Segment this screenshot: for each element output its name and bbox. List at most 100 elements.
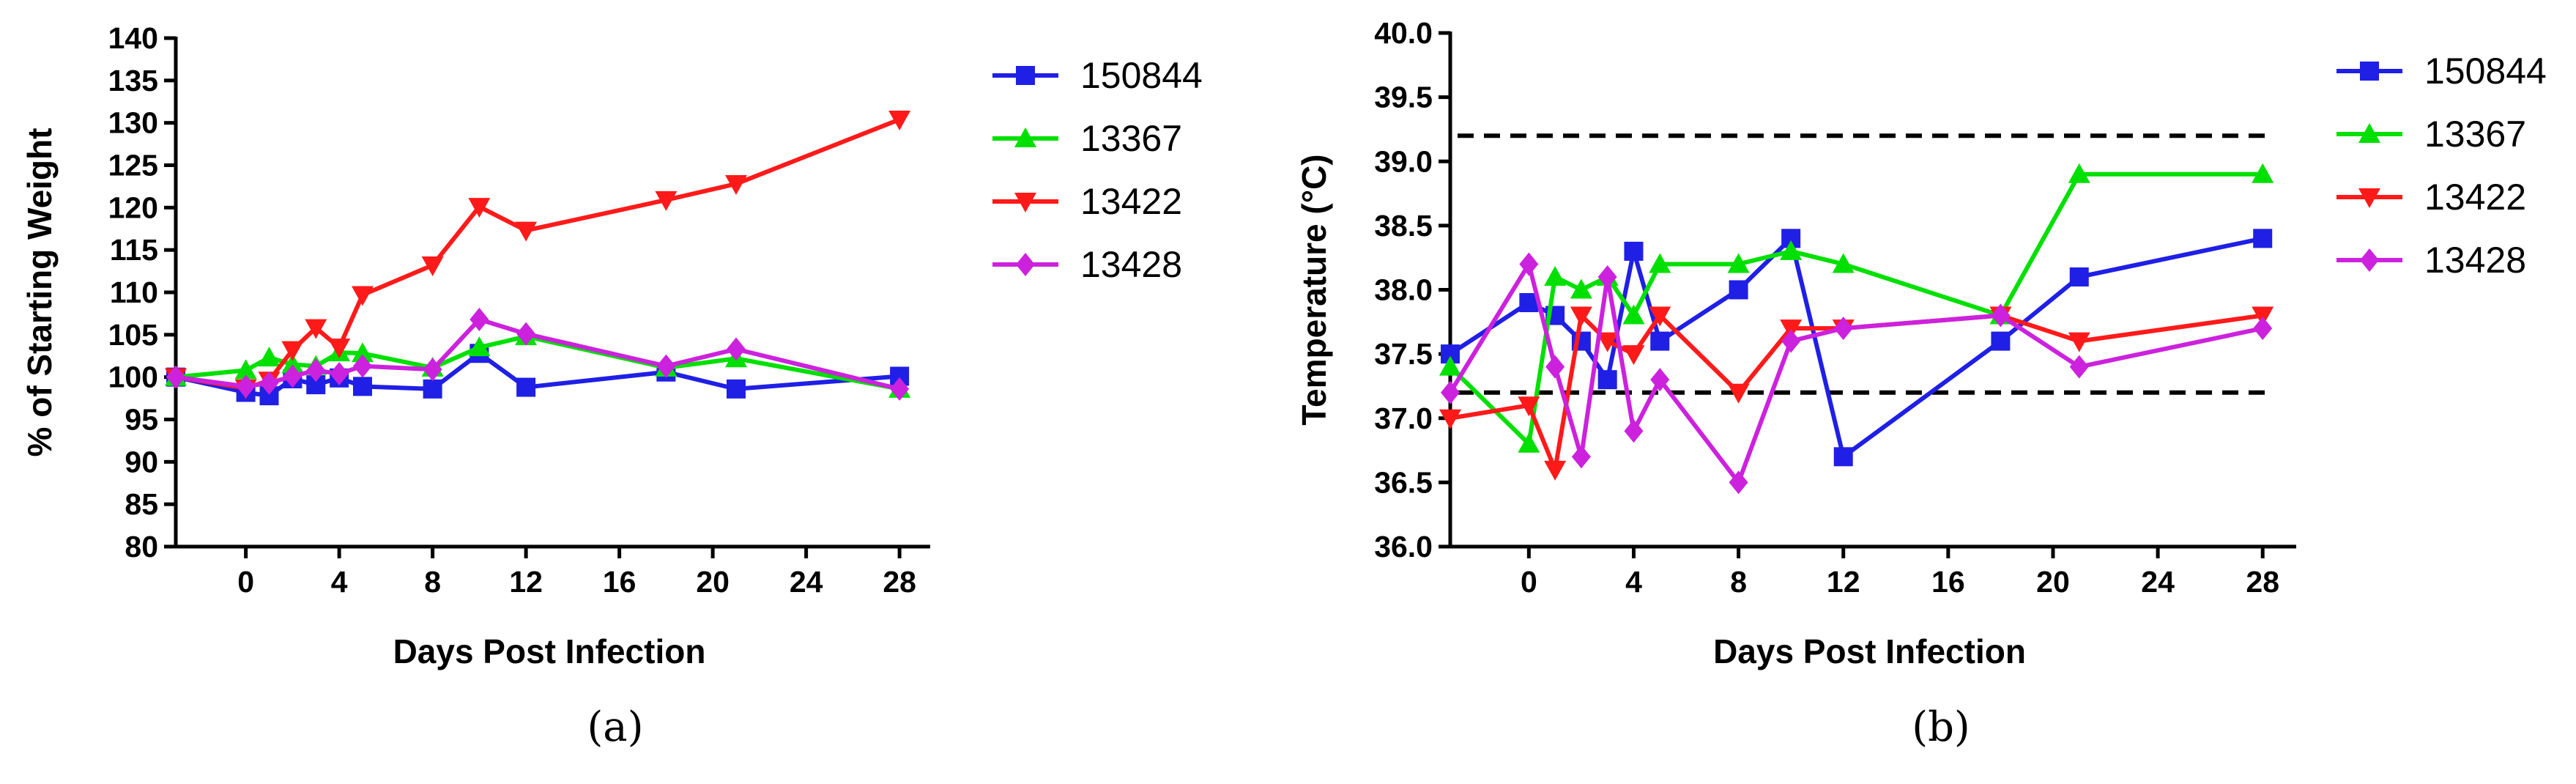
y-axis-title-a: % of Starting Weight — [21, 128, 59, 457]
data-point-13428-a — [469, 308, 489, 332]
data-point-13367-b — [1832, 253, 1855, 273]
x-tick-label-b: 16 — [1931, 565, 1965, 599]
data-point-13428-a — [890, 377, 910, 401]
y-tick-label-a: 125 — [108, 149, 158, 182]
data-point-13428-a — [727, 337, 746, 361]
data-point-150844-a — [353, 377, 372, 396]
data-point-13422-a — [421, 256, 444, 276]
legend-marker-13428-b — [2360, 248, 2379, 272]
data-point-13422-a — [515, 221, 538, 242]
y-tick-label-b: 39.0 — [1374, 144, 1433, 178]
data-point-13367-a — [468, 336, 491, 357]
data-point-13422-a — [305, 319, 327, 339]
x-tick-label-a: 4 — [331, 565, 348, 599]
y-tick-label-a: 130 — [108, 106, 158, 140]
legend-marker-13367-a — [1014, 127, 1036, 147]
data-point-13428-b — [2069, 355, 2089, 379]
data-point-13428-a — [353, 354, 372, 378]
x-tick-label-a: 20 — [696, 565, 730, 599]
data-point-13428-b — [1781, 329, 1801, 353]
data-point-13428-a — [330, 362, 349, 386]
data-point-13367-b — [1622, 304, 1645, 325]
data-point-13422-a — [352, 286, 374, 306]
data-point-13428-b — [2253, 317, 2273, 341]
data-point-13428-b — [1624, 419, 1644, 443]
data-point-13428-a — [423, 358, 442, 382]
data-point-13367-b — [2068, 163, 2090, 183]
legend-marker-150844-b — [2360, 62, 2379, 81]
x-tick-label-b: 12 — [1827, 565, 1860, 599]
data-point-150844-b — [2253, 229, 2273, 248]
x-tick-label-a: 16 — [603, 565, 636, 599]
legend-label-150844-a: 150844 — [1080, 55, 1203, 96]
data-point-13422-a — [281, 341, 304, 361]
y-tick-label-a: 100 — [108, 360, 158, 394]
data-point-13428-a — [236, 374, 256, 399]
chart-panel-a: 80 85 90 95 100 105 110 115 120 125 130 135 140 0 4 8 12… — [21, 21, 1203, 670]
data-point-13428-b — [1597, 265, 1617, 289]
data-point-13428-a — [516, 322, 536, 346]
y-tick-label-b: 36.5 — [1374, 465, 1433, 499]
y-tick-label-b: 37.0 — [1374, 402, 1433, 435]
legend-marker-13422-a — [1014, 193, 1036, 212]
legend-marker-13367-b — [2358, 123, 2380, 143]
data-point-150844-b — [1991, 331, 2011, 351]
data-point-13367-b — [1544, 265, 1567, 286]
y-tick-label-a: 110 — [110, 275, 158, 309]
series-line-13428-a — [175, 317, 900, 391]
x-tick-label-b: 4 — [1625, 565, 1642, 599]
data-point-150844-b — [2069, 267, 2089, 286]
data-point-13367-a — [258, 347, 281, 367]
y-tick-label-a: 140 — [108, 21, 158, 55]
data-point-13428-a — [283, 364, 302, 388]
y-tick-label-a: 115 — [110, 233, 158, 267]
y-tick-label-b: 39.5 — [1374, 81, 1433, 114]
data-point-150844-a — [423, 379, 442, 399]
y-tick-label-a: 85 — [125, 487, 158, 521]
x-tick-label-b: 20 — [2036, 565, 2070, 599]
y-tick-label-b: 40.0 — [1374, 16, 1433, 50]
data-point-13422-b — [1727, 383, 1750, 404]
data-point-13367-b — [1518, 432, 1540, 453]
y-tick-label-b: 36.0 — [1374, 530, 1433, 563]
legend-label-13428-b: 13428 — [2424, 240, 2526, 281]
x-tick-label-a: 28 — [883, 565, 916, 599]
data-point-13428-b — [1833, 317, 1853, 341]
x-tick-label-b: 0 — [1521, 565, 1537, 599]
data-point-13367-b — [1439, 355, 1461, 376]
data-point-13422-a — [725, 174, 747, 195]
data-point-13428-a — [166, 365, 185, 389]
legend-label-13367-b: 13367 — [2424, 114, 2526, 155]
data-point-150844-b — [1597, 370, 1617, 390]
data-point-150844-b — [1729, 280, 1748, 300]
series-line-13422-a — [175, 117, 901, 391]
y-tick-label-a: 135 — [108, 64, 158, 97]
data-point-13422-a — [328, 339, 351, 359]
data-point-13367-b — [2252, 163, 2274, 183]
chart-panel-b: 36.0 36.5 37.0 37.5 38.0 38.5 39.0 39.5 40.0 0 4 8 1… — [1295, 16, 2547, 670]
data-point-150844-b — [1650, 331, 1670, 351]
data-point-13428-b — [1650, 368, 1670, 392]
data-point-150844-a — [727, 379, 746, 399]
legend-label-150844-b: 150844 — [2424, 51, 2547, 92]
data-point-13422-b — [2252, 306, 2274, 327]
x-axis-title-a: Days Post Infection — [393, 632, 706, 670]
panel-b-caption: (b) — [1912, 703, 1970, 751]
legend-label-13422-a: 13422 — [1080, 181, 1182, 222]
y-tick-label-a: 120 — [108, 191, 158, 224]
data-point-150844-b — [1833, 447, 1853, 467]
y-tick-label-a: 90 — [125, 445, 158, 478]
data-point-13428-b — [1545, 355, 1565, 379]
legend-marker-13422-b — [2358, 188, 2380, 208]
data-point-13428-b — [1519, 252, 1539, 276]
data-point-13428-b — [1441, 380, 1460, 404]
data-point-13422-b — [1622, 345, 1645, 366]
x-tick-label-a: 8 — [424, 565, 441, 599]
x-tick-label-a: 24 — [790, 565, 823, 599]
data-point-13428-a — [259, 371, 279, 395]
x-axis-title-b: Days Post Infection — [1713, 632, 2026, 670]
data-point-13422-b — [1518, 396, 1540, 417]
legend-marker-150844-a — [1016, 66, 1035, 85]
data-point-13422-a — [888, 111, 911, 131]
data-point-13422-b — [1649, 306, 1671, 327]
